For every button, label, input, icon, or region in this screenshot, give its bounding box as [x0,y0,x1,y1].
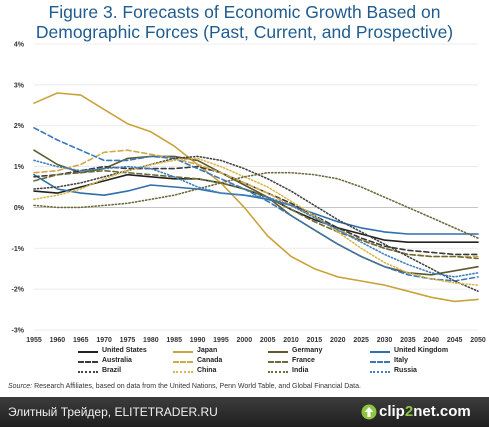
chart-title-line-1: Figure 3. Forecasts of Economic Growth B… [48,2,441,22]
series-line-china [33,157,479,286]
line-chart: 4% 3% 2% 1% 0% -1% -2% -3% 1955 1960 1965 1970 1975… [12,42,486,345]
x-tick-label: 2045 [447,337,463,344]
legend-label: India [292,367,309,374]
y-tick-label: -3% [12,328,25,335]
series-line-italy [33,127,479,282]
series-line-brazil [33,155,479,292]
y-axis: 4% 3% 2% 1% 0% -1% -2% -3% [12,42,25,335]
legend-label: China [197,367,217,374]
series-line-japan [33,92,479,303]
logo-text-a: clip [379,403,405,420]
x-tick-label: 2035 [400,337,416,344]
series-line-russia [33,159,479,278]
x-tick-label: 1970 [96,337,112,344]
legend-swatch [370,351,390,353]
legend-swatch [78,351,98,353]
series-line-india [33,171,479,239]
y-tick-label: 2% [14,123,25,130]
legend-label: France [292,357,315,364]
footer-bar: Элитный Трейдер, ELITETRADER.RU clip2net… [0,397,489,427]
legend-swatch [268,371,288,373]
chart-title: Figure 3. Forecasts of Economic Growth B… [0,2,489,42]
chart-title-line-2: Demographic Forces (Past, Current, and P… [35,22,454,42]
legend-label: Australia [102,357,132,364]
x-tick-label: 1990 [190,337,206,344]
y-tick-label: 1% [14,164,25,171]
legend-label: United Kingdom [394,347,449,354]
y-tick-label: 0% [14,205,25,212]
x-tick-label: 1960 [50,337,66,344]
y-tick-label: -1% [12,246,25,253]
x-tick-label: 2005 [260,337,276,344]
x-tick-label: 1975 [120,337,136,344]
x-tick-label: 2040 [423,337,439,344]
x-tick-label: 1965 [73,337,89,344]
clip2net-logo[interactable]: clip2net.com [361,402,481,422]
legend-swatch [78,371,98,373]
x-axis: 1955 1960 1965 1970 1975 1980 1985 1990 1995 2000… [26,337,486,344]
legend-label: Italy [394,357,409,364]
legend-label: Brazil [102,367,122,374]
x-tick-label: 2010 [283,337,299,344]
footer-site-name: Элитный Трейдер, ELITETRADER.RU [8,405,218,419]
legend-label: Russia [394,367,417,374]
logo-text-b: 2 [404,403,414,420]
legend-swatch [268,361,288,363]
x-tick-label: 1995 [213,337,229,344]
legend-swatch [173,361,193,363]
legend-swatch [78,361,98,363]
legend-swatch [173,371,193,373]
legend-swatch [370,361,390,363]
legend-label: United States [102,347,147,354]
y-tick-label: 4% [14,42,25,49]
x-tick-label: 2015 [307,337,323,344]
x-tick-label: 2000 [237,337,253,344]
series-line-canada [33,149,479,258]
chart-grid [34,43,478,331]
logo-text-c: net.com [413,403,471,420]
y-tick-label: 3% [14,82,25,89]
source-text: Research Affiliates, based on data from … [32,383,361,390]
legend-swatch [370,371,390,373]
legend-label: Germany [292,347,323,354]
series-line-united-kingdom [33,173,479,235]
x-tick-label: 1985 [166,337,182,344]
legend-swatch [268,351,288,353]
y-tick-label: -2% [12,287,25,294]
x-tick-label: 1980 [143,337,159,344]
legend-swatch [173,351,193,353]
legend-label: Canada [197,357,223,364]
x-tick-label: 2030 [377,337,393,344]
source-label: Source: [8,383,33,390]
x-tick-label: 1955 [26,337,42,344]
source-note: Source: Research Affiliates, based on da… [8,383,361,390]
arrow-up-icon [361,404,377,420]
series-lines [33,92,479,303]
x-tick-label: 2020 [330,337,346,344]
x-tick-label: 2025 [353,337,369,344]
x-tick-label: 2050 [470,337,486,344]
series-line-france [33,169,479,260]
logo-text: clip2net.com [379,403,471,420]
legend-label: Japan [197,347,218,354]
